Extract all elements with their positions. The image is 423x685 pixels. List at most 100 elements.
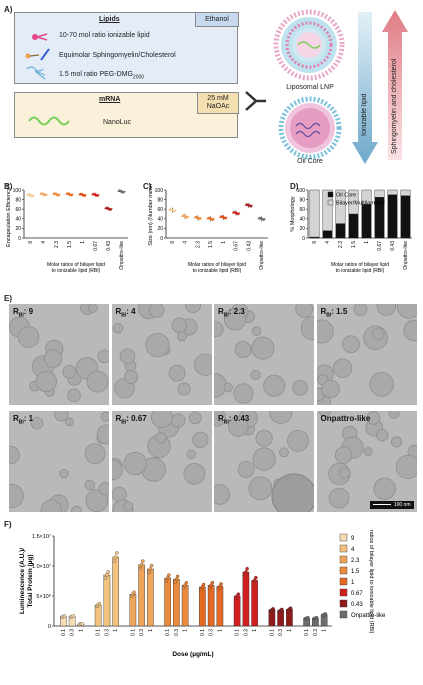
legend-swatch xyxy=(339,588,348,597)
x-tick-label: 0.43 xyxy=(106,241,112,251)
bar xyxy=(147,568,154,627)
legend-swatch xyxy=(339,533,348,542)
data-point xyxy=(201,582,206,587)
data-point xyxy=(247,204,251,207)
micrograph-label: RBI: 4 xyxy=(115,307,136,319)
y-tick-label: 100 xyxy=(297,188,306,194)
data-point xyxy=(44,193,47,197)
data-point xyxy=(245,567,249,571)
particle xyxy=(43,349,63,368)
bar xyxy=(94,604,102,627)
data-point xyxy=(232,210,236,214)
particle xyxy=(338,466,351,479)
data-point xyxy=(173,209,176,213)
data-point xyxy=(222,216,225,219)
particle xyxy=(9,483,24,508)
data-point xyxy=(118,189,121,192)
particle xyxy=(227,415,249,437)
dose-tick-label: 0.3 xyxy=(70,629,76,636)
micrograph-label: RBI: 2.3 xyxy=(218,307,245,319)
data-point xyxy=(55,193,58,196)
data-point xyxy=(219,582,223,586)
dose-tick-label: 1 xyxy=(287,629,293,632)
particle xyxy=(365,410,380,425)
bar-segment xyxy=(309,189,320,238)
sphingomyelin-icon xyxy=(25,48,50,61)
data-point xyxy=(62,614,67,618)
particle xyxy=(97,349,109,364)
particle xyxy=(255,429,273,447)
particle xyxy=(332,358,352,378)
legend-label: 0.43 xyxy=(351,602,363,608)
data-point xyxy=(280,607,284,612)
particle xyxy=(214,410,227,426)
cryo-em-grid: RBI: 9 RBI: 4 RBI: 2.3 RBI: 1.5 RBI: 1 RBI: 0… xyxy=(9,304,417,512)
gradient-arrows xyxy=(352,10,408,164)
x-axis-label: Molar ratios of bilayer lipid xyxy=(331,262,389,268)
liposomal-lnp-icon xyxy=(273,9,345,81)
bar-segment xyxy=(361,204,372,239)
mixing-junction-icon xyxy=(245,91,266,111)
dose-tick-label: 1 xyxy=(252,629,258,632)
micrograph-label: RBI: 9 xyxy=(13,307,34,319)
data-point xyxy=(207,216,210,220)
data-point xyxy=(79,192,82,196)
data-point xyxy=(105,206,108,210)
particle xyxy=(292,380,308,396)
micrograph-tile: RBI: 1 xyxy=(9,410,109,512)
particle xyxy=(170,412,185,428)
particle xyxy=(17,326,40,348)
oil-core-lnp-icon xyxy=(278,96,342,160)
micrograph-texture xyxy=(112,304,212,399)
y-axis-label: Size (nm) (Number mean) xyxy=(148,184,154,246)
y-tick-label: 60 xyxy=(15,207,21,213)
y-axis-label-line2: Total Protein (µg) xyxy=(27,554,34,607)
micrograph-label: RBI: 0.43 xyxy=(218,413,250,426)
x-tick-label: 2.3 xyxy=(338,241,344,248)
y-axis-label: Encapsulation Efficiency % xyxy=(6,184,12,247)
particle xyxy=(251,326,262,336)
micrograph-texture xyxy=(9,304,109,403)
x-tick-label: 4 xyxy=(41,241,47,244)
data-point xyxy=(53,192,56,195)
y-axis-label: Luminescence (A.U.)/ xyxy=(19,548,26,614)
morphology-chart: 0 20 40 60 80 100% Morphology 9 4 2.3 1.5 1 0.67 0.4… xyxy=(290,188,412,274)
micrograph-texture xyxy=(318,410,417,509)
y-tick-label: 80 xyxy=(157,197,163,203)
bar-segment xyxy=(361,189,372,205)
micrograph-tile: RBI: 2.3 xyxy=(214,304,314,405)
bar-segment xyxy=(348,189,359,215)
legend-swatch xyxy=(339,577,348,586)
particle xyxy=(300,315,314,341)
x-tick-label: 1 xyxy=(221,241,227,244)
data-point xyxy=(120,190,123,193)
x-tick-label: 9 xyxy=(312,241,318,244)
particle xyxy=(353,304,367,317)
data-point xyxy=(194,215,198,219)
particle xyxy=(371,327,385,340)
mrna-title: mRNA xyxy=(99,96,121,103)
micrograph-tile: RBI: 0.43 xyxy=(214,410,314,512)
data-point xyxy=(107,207,110,211)
bar xyxy=(129,593,137,627)
dose-tick-label: 0.3 xyxy=(209,629,215,636)
particle xyxy=(368,372,394,397)
particle xyxy=(251,336,275,360)
x-tick-label: 0.43 xyxy=(390,241,396,251)
data-point xyxy=(113,555,118,559)
y-tick-label: 1.5×10⁷ xyxy=(32,533,51,540)
particle xyxy=(67,388,81,403)
y-tick-label: 100 xyxy=(155,188,164,194)
data-point xyxy=(70,193,73,197)
bar xyxy=(242,571,250,627)
bar-segment xyxy=(387,189,398,196)
micrograph-label: RBI: 0.67 xyxy=(115,413,147,426)
legend-label: 1.5 xyxy=(351,569,360,575)
particle xyxy=(184,304,201,314)
bar-segment xyxy=(335,189,346,224)
particle xyxy=(171,317,187,334)
particle xyxy=(168,364,185,382)
particle xyxy=(193,353,212,376)
x-axis-label-line2: to ionizable lipid (RBI) xyxy=(193,268,242,274)
